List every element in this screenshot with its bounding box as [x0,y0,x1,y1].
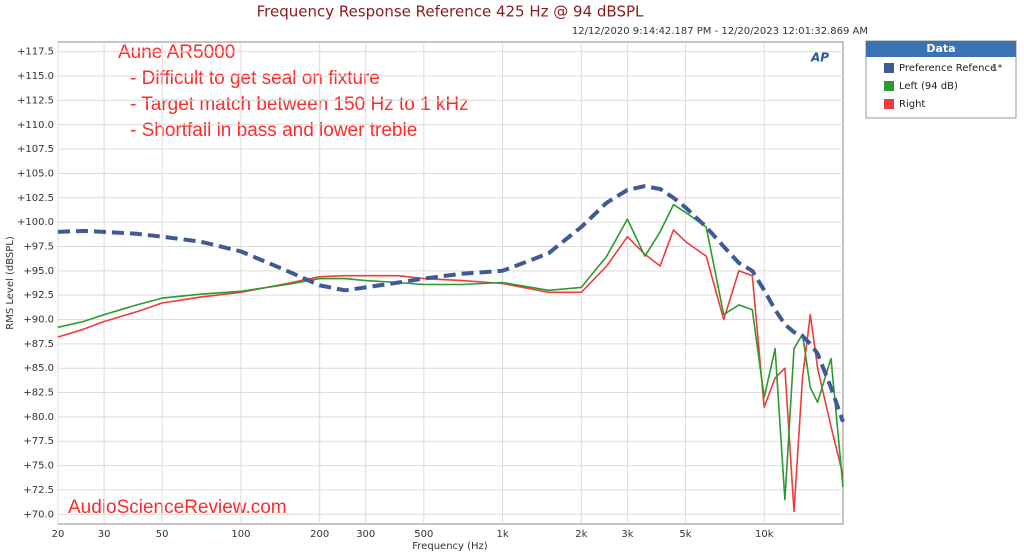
y-tick-label: +110.0 [17,120,54,131]
y-tick-label: +107.5 [17,144,54,155]
chart-title: Frequency Response Reference 425 Hz @ 94… [257,3,644,21]
legend-title: Data [926,42,955,55]
y-axis-label: RMS Level (dBSPL) [5,236,16,330]
annotation: Aune AR5000 [118,42,235,63]
y-tick-label: +100.0 [17,217,54,228]
x-tick-label: 300 [356,529,375,540]
x-tick-label: 3k [621,529,633,540]
y-tick-label: +85.0 [23,363,54,374]
x-tick-label: 100 [231,529,250,540]
y-tick-label: +80.0 [23,412,54,423]
legend-label: Right [899,99,925,110]
watermark: AudioScienceReview.com [68,497,287,518]
series-line [57,229,844,513]
x-tick-label: 50 [156,529,169,540]
y-tick-label: +90.0 [23,315,54,326]
y-tick-label: +82.5 [23,388,54,399]
y-tick-label: +92.5 [23,290,54,301]
annotation: - Target match between 150 Hz to 1 kHz [130,94,469,115]
legend-label: Preference Refence [899,63,996,74]
logo: AP [810,51,829,65]
annotation: - Shortfall in bass and lower treble [130,120,417,141]
x-tick-label: 5k [679,529,691,540]
y-tick-label: +70.0 [23,509,54,520]
annotation: - Difficult to get seal on fixture [130,68,380,89]
y-tick-label: +102.5 [17,193,54,204]
y-tick-label: +115.0 [17,71,54,82]
series-line [57,203,844,501]
y-tick-label: +97.5 [23,241,54,252]
legend-note: 1* [992,64,1003,74]
x-tick-label: 1k [496,529,508,540]
x-tick-label: 10k [755,529,774,540]
legend-swatch [884,99,894,109]
legend-header [866,41,1016,57]
plot-frame [57,41,844,525]
legend-swatch [884,81,894,91]
y-tick-label: +77.5 [23,436,54,447]
y-tick-label: +75.0 [23,461,54,472]
y-tick-label: +112.5 [17,95,54,106]
x-tick-label: 500 [414,529,433,540]
x-tick-label: 20 [52,529,65,540]
legend-swatch [884,63,894,73]
legend-label: Left (94 dB) [899,81,958,92]
chart-subtitle: 12/12/2020 9:14:42.187 PM - 12/20/2023 1… [572,26,868,37]
x-tick-label: 2k [575,529,587,540]
x-axis-label: Frequency (Hz) [412,541,488,552]
y-tick-label: +87.5 [23,339,54,350]
x-tick-label: 200 [310,529,329,540]
x-tick-label: 30 [98,529,111,540]
y-tick-label: +117.5 [17,47,54,58]
y-tick-label: +72.5 [23,485,54,496]
y-tick-label: +105.0 [17,168,54,179]
y-tick-label: +95.0 [23,266,54,277]
